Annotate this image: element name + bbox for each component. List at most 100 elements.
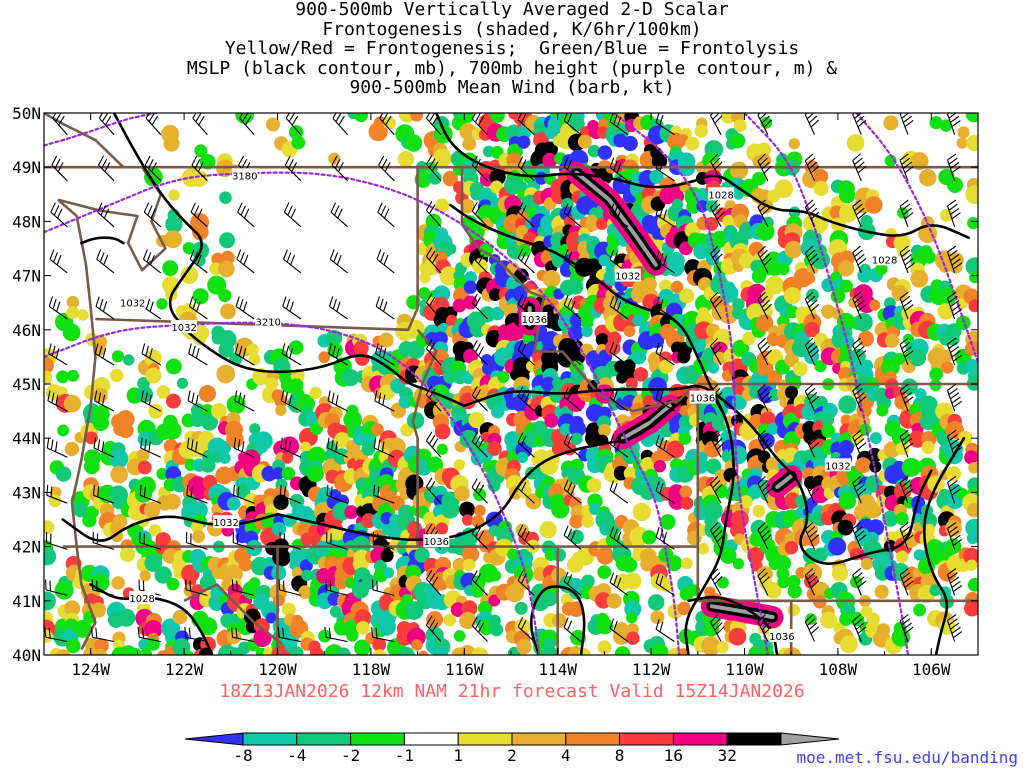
shade-cell: [76, 309, 89, 321]
wind-barb: [324, 626, 348, 643]
wind-barb: [655, 342, 675, 366]
shade-cell: [354, 609, 372, 627]
shade-cell: [653, 459, 667, 473]
shade-cell: [901, 457, 921, 477]
wind-barb: [852, 337, 867, 366]
shade-cell: [876, 404, 889, 417]
height-3210: [44, 321, 541, 655]
shade-cell: [648, 594, 665, 611]
shade-cell: [755, 314, 774, 332]
shade-cell: [649, 169, 664, 185]
wind-barb: [899, 245, 916, 274]
contour-labels: 1028 1028 1032 1032 1032 1036 1036 1032 1032 1036…: [119, 168, 898, 643]
wind-barb: [899, 521, 914, 550]
wind-barb: [141, 343, 162, 366]
wind-barb: [899, 568, 914, 596]
mslp-1028-mt: [435, 113, 970, 239]
wind-barb: [187, 390, 208, 412]
shade-cell: [109, 368, 124, 383]
wind-barb: [371, 626, 395, 643]
shade-cell: [893, 352, 906, 365]
shade-cell: [568, 601, 585, 617]
wind-barb: [48, 343, 68, 366]
shade-cell: [739, 495, 753, 509]
shade-cell: [649, 333, 665, 349]
shade-cell: [581, 325, 593, 338]
shade-cell: [963, 600, 978, 617]
wind-barb: [235, 296, 255, 320]
shade-cell: [774, 179, 794, 199]
wind-barb: [655, 158, 675, 182]
shade-cell: [838, 204, 858, 223]
shade-cell: [64, 600, 81, 617]
wind-barb: [190, 202, 208, 228]
shade-cell: [640, 456, 656, 472]
shade-cell: [144, 554, 163, 572]
forecast-valid-text: 18Z13JAN2026 12km NAM 21hr forecast Vali…: [219, 681, 805, 702]
mslp-label-text: 1032: [615, 272, 640, 283]
wind-barb: [946, 521, 963, 550]
wind-barb: [52, 113, 68, 136]
mslp-1032-east: [463, 384, 933, 565]
shade-cell: [143, 501, 161, 519]
shade-cell: [162, 260, 179, 277]
shade-cell: [479, 306, 496, 323]
wind-barb: [96, 249, 115, 274]
lat-label: 49N: [12, 158, 41, 177]
shade-cell: [839, 279, 853, 293]
wind-barb: [97, 202, 115, 228]
shade-cell: [623, 325, 636, 338]
wind-barb: [139, 532, 161, 550]
shade-cell: [910, 269, 929, 288]
shade-cell: [658, 359, 674, 374]
shade-cell: [854, 313, 873, 332]
shade-cell: [307, 446, 327, 466]
wind-barb: [563, 113, 582, 136]
shade-cell: [444, 243, 457, 255]
shade-cell: [820, 413, 835, 427]
shade-cell: [327, 342, 343, 358]
shade-cell: [291, 135, 306, 150]
wind-barb: [609, 388, 629, 412]
shade-cell: [624, 600, 642, 618]
wind-barb: [757, 153, 772, 182]
shade-cell: [805, 613, 817, 625]
shade-cell: [929, 116, 943, 130]
mslp-label: 1036: [423, 534, 450, 548]
credit-link[interactable]: moe.met.fsu.edu/banding: [796, 748, 1018, 767]
shade-cell: [794, 507, 807, 519]
wind-barb: [140, 390, 162, 412]
shade-cell: [621, 557, 638, 573]
shade-cell: [249, 423, 261, 435]
wind-barb: [44, 626, 68, 643]
shade-cell: [497, 370, 510, 383]
shade-cell: [145, 367, 162, 384]
wind-barb: [946, 291, 963, 320]
shade-cell: [717, 576, 729, 589]
shade-cell: [596, 547, 615, 565]
shade-cell: [641, 530, 657, 545]
wind-barb: [188, 296, 208, 320]
title-line-1: 900-500mb Vertically Averaged 2-D Scalar: [295, 0, 729, 20]
lon-label: 108W: [819, 660, 858, 679]
wind-barb: [804, 153, 820, 182]
shade-cell: [165, 358, 182, 375]
shade-cell: [368, 122, 388, 142]
shade-cell: [518, 243, 532, 257]
shade-cell: [265, 117, 280, 132]
shade-cell: [398, 395, 412, 409]
shade-cell: [190, 520, 204, 534]
wind-barb: [50, 202, 68, 228]
wind-barb: [376, 249, 395, 274]
wind-barb: [425, 201, 442, 228]
shade-cell: [452, 298, 467, 313]
shade-cell: [462, 558, 476, 572]
shade-cell: [168, 189, 180, 201]
shade-cell: [658, 577, 673, 592]
puget-sound: [57, 166, 167, 272]
wind-barb: [517, 524, 535, 550]
wind-barb: [655, 250, 675, 274]
shade-cell: [777, 379, 790, 392]
shade-cell: [164, 493, 181, 510]
shade-cell: [831, 565, 849, 582]
